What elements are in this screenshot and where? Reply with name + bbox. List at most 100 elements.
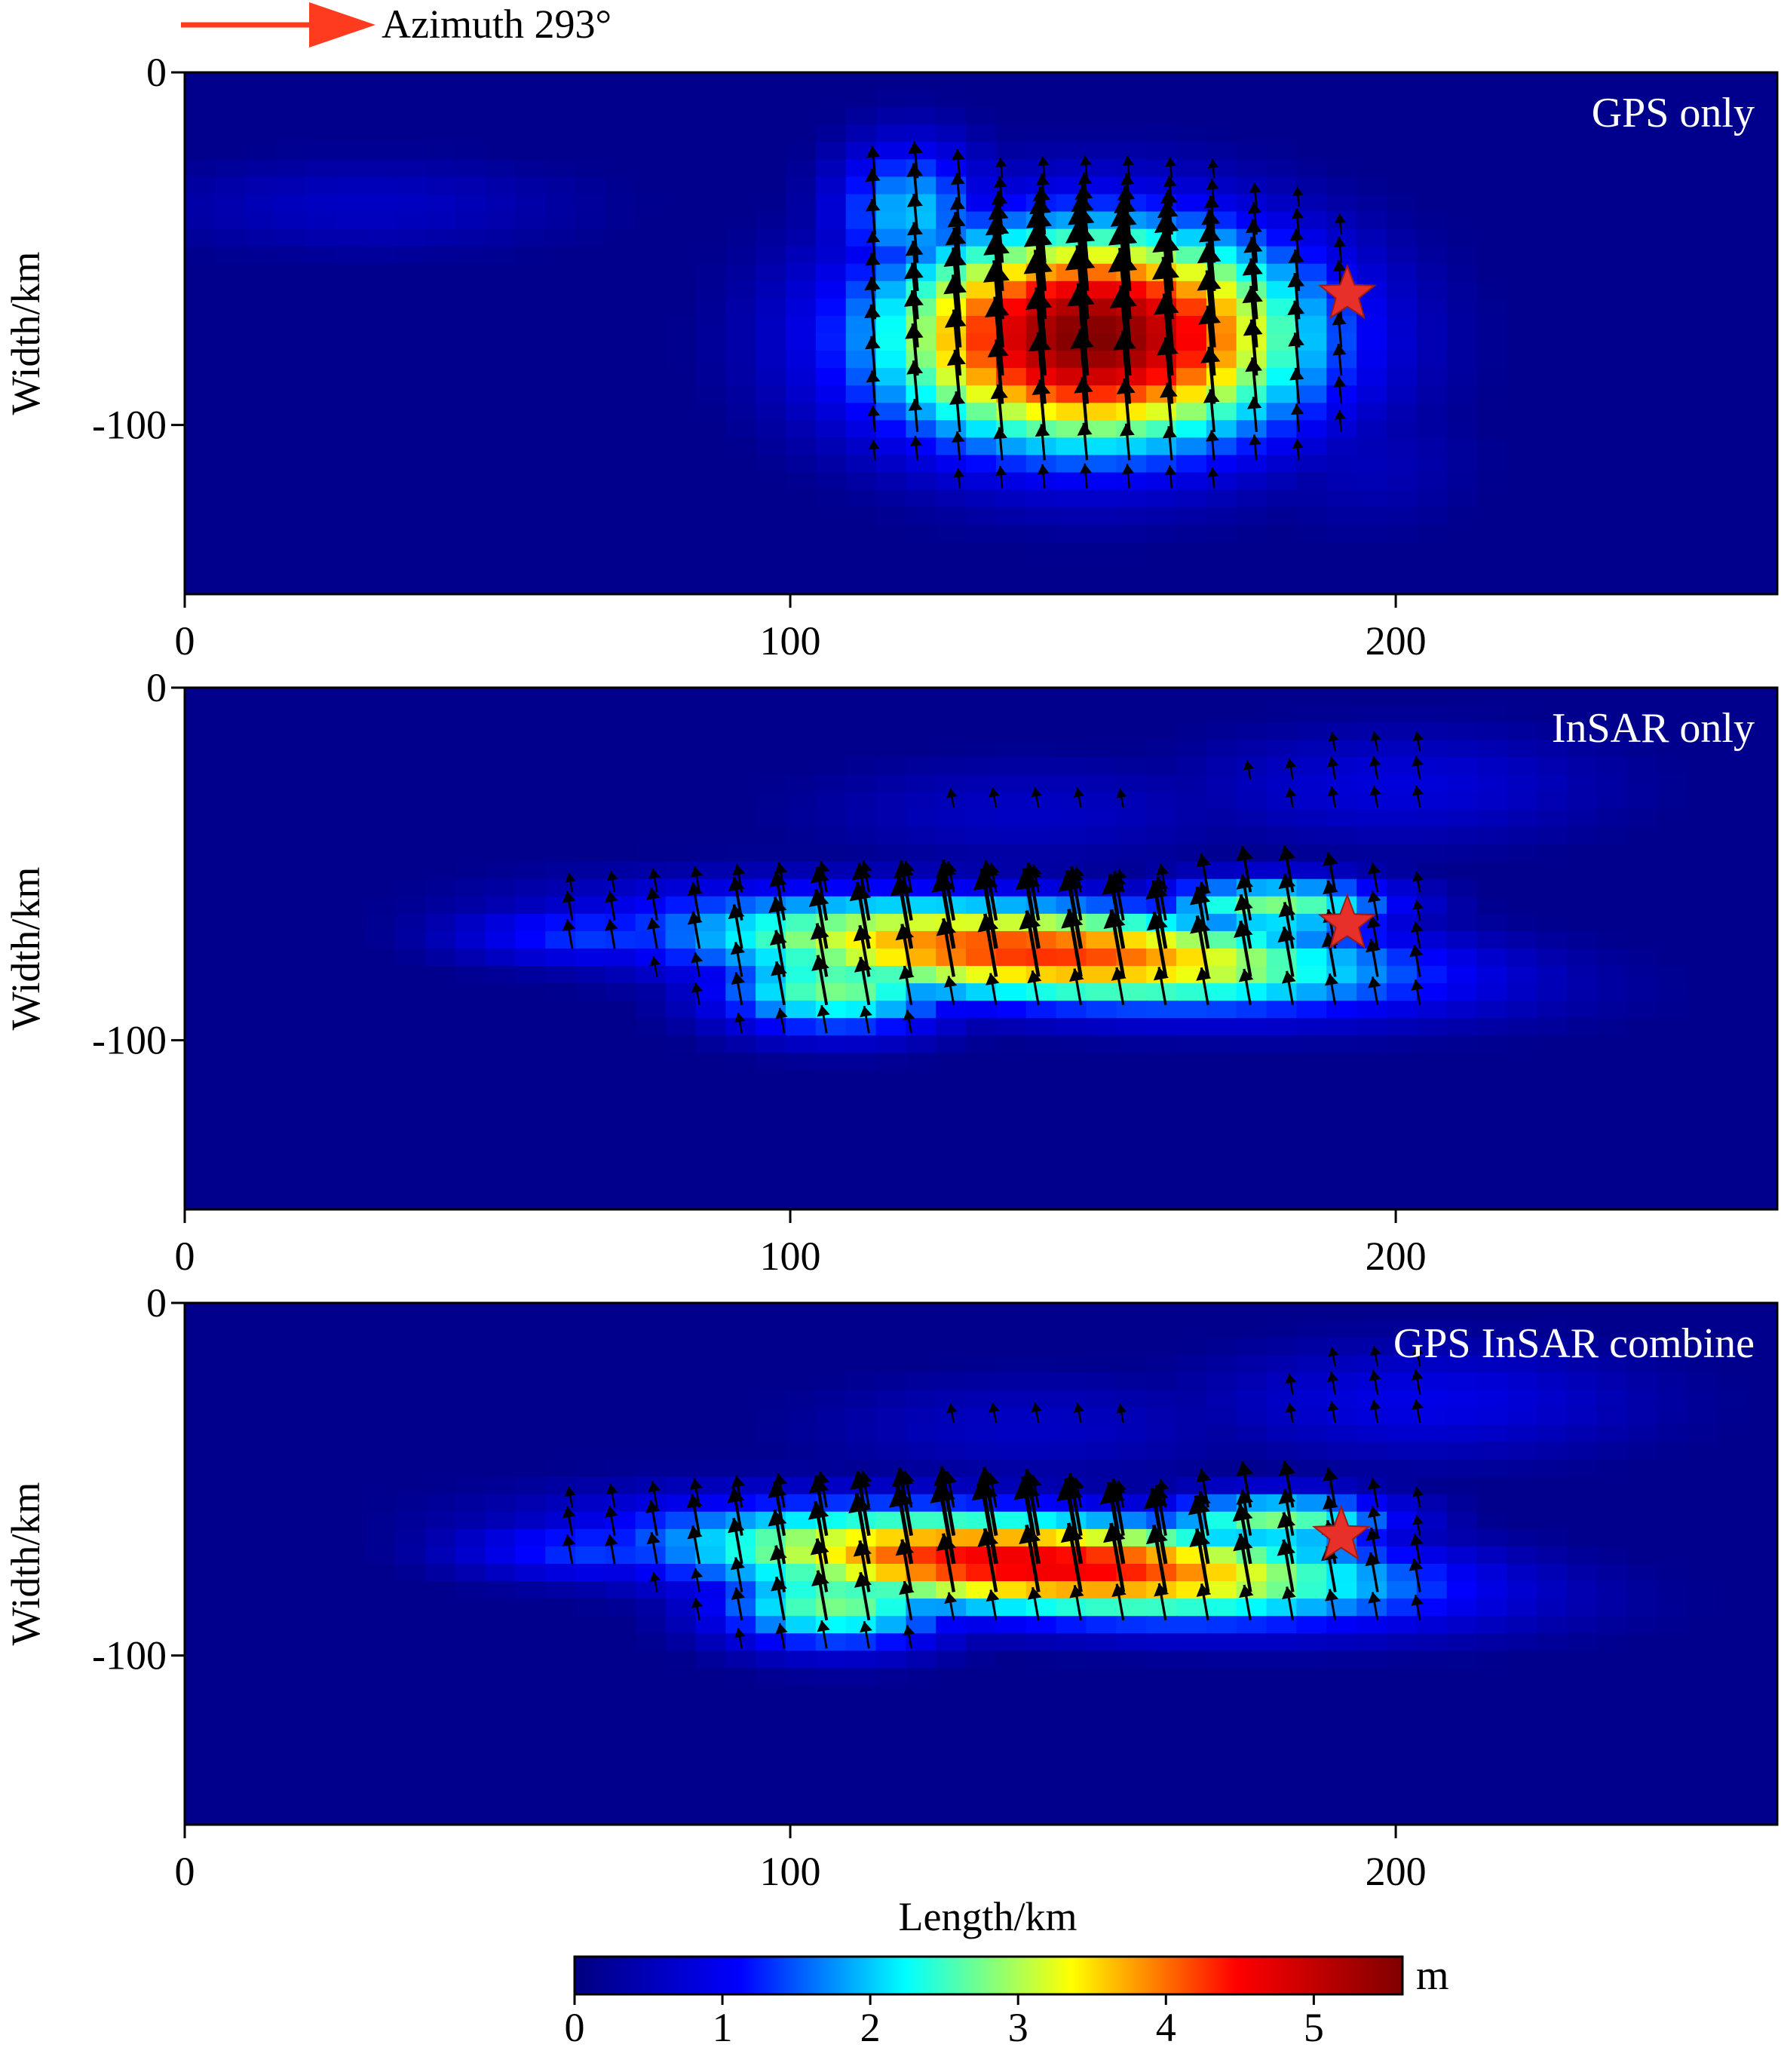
heatmap-cell [394,1581,426,1600]
heatmap-cell [455,298,486,317]
heatmap-cell [665,1633,697,1652]
heatmap-cell [1747,472,1777,491]
heatmap-cell [1476,437,1508,456]
heatmap-cell [485,861,517,880]
heatmap-cell [995,1320,1027,1339]
heatmap-cell [1717,878,1749,897]
heatmap-cell [425,107,456,126]
slip-arrow-head [1323,880,1338,895]
heatmap-cell [936,507,967,526]
slip-arrow-head [953,467,965,478]
heatmap-cell [394,576,426,594]
heatmap-cell [845,826,877,845]
heatmap-cell [244,1122,276,1141]
heatmap-cell [1176,1668,1207,1687]
slip-arrow-head [1412,872,1424,882]
heatmap-cell [365,1139,396,1158]
slip-arrow-head [810,866,829,884]
heatmap-cell [1717,1355,1749,1374]
heatmap-cell [1476,1511,1508,1530]
heatmap-cell [815,176,847,195]
heatmap-cell [845,809,877,828]
heatmap-cell [1476,1001,1508,1019]
heatmap-cell [425,507,456,526]
heatmap-cell [335,1338,366,1356]
heatmap-cell [1507,1122,1538,1141]
heatmap-cell [305,1174,336,1193]
heatmap-cell [244,541,276,560]
heatmap-cell [1176,774,1207,793]
heatmap-cell [605,757,636,776]
heatmap-cell [1747,705,1777,724]
heatmap-cell [1206,1668,1237,1687]
heatmap-cell [545,541,577,560]
heatmap-cell [1416,826,1448,845]
heatmap-cell [1507,315,1538,334]
heatmap-cell [845,524,877,543]
heatmap-cell [1296,1157,1328,1175]
heatmap-cell [545,1139,577,1158]
heatmap-cell [185,315,216,334]
slip-arrow-head [993,176,1007,189]
heatmap-cell [995,844,1027,863]
heatmap-cell [875,559,907,578]
heatmap-cell [785,1303,817,1322]
heatmap-cell [425,228,456,247]
heatmap-cell [1386,176,1418,195]
heatmap-cell [966,1122,997,1141]
heatmap-cell [1717,1338,1749,1356]
heatmap-cell [1476,1035,1508,1054]
heatmap-cell [695,949,727,967]
slip-arrow-head [775,1007,788,1019]
heatmap-cell [455,1442,486,1461]
heatmap-cell [394,472,426,491]
heatmap-cell [785,1355,817,1374]
heatmap-cell [455,107,486,126]
heatmap-cell [185,1546,216,1565]
heatmap-cell [845,1018,877,1037]
heatmap-cell [545,124,577,143]
heatmap-cell [1507,861,1538,880]
heatmap-cell [1446,983,1478,1002]
heatmap-cell [365,351,396,369]
heatmap-cell [244,1303,276,1322]
heatmap-cell [1747,489,1777,508]
heatmap-cell [515,1105,547,1123]
heatmap-cell [936,1703,967,1721]
heatmap-cell [665,72,697,91]
heatmap-cell [1446,576,1478,594]
heatmap-cell [966,1001,997,1019]
heatmap-cell [695,809,727,828]
heatmap-cell [425,315,456,334]
slip-arrow-head [728,876,745,892]
heatmap-cell [815,90,847,109]
heatmap-cell [515,159,547,178]
heatmap-cell [936,1139,967,1158]
heatmap-cell [995,1390,1027,1408]
heatmap-cell [635,1174,667,1193]
heatmap-cell [906,420,937,439]
slip-arrow-head [1023,222,1053,247]
heatmap-cell [1687,809,1718,828]
heatmap-cell [1086,1424,1117,1443]
heatmap-cell [185,107,216,126]
heatmap-cell [966,740,997,759]
heatmap-cell [515,878,547,897]
heatmap-cell [485,263,517,282]
heatmap-cell [455,1018,486,1037]
heatmap-cell [1356,688,1387,707]
heatmap-cell [785,559,817,578]
heatmap-cell [485,524,517,543]
heatmap-cell [1236,1174,1268,1193]
heatmap-cell [1717,1320,1749,1339]
heatmap-cell [756,1668,786,1687]
heatmap-cell [1326,1633,1358,1652]
heatmap-cell [575,1511,606,1530]
heatmap-cell [1537,541,1568,560]
heatmap-cell [1717,1157,1749,1175]
heatmap-cell [1416,1087,1448,1106]
heatmap-cell [966,437,997,456]
heatmap-cell [695,688,727,707]
heatmap-cell [695,228,727,247]
heatmap-cell [1056,1598,1087,1617]
